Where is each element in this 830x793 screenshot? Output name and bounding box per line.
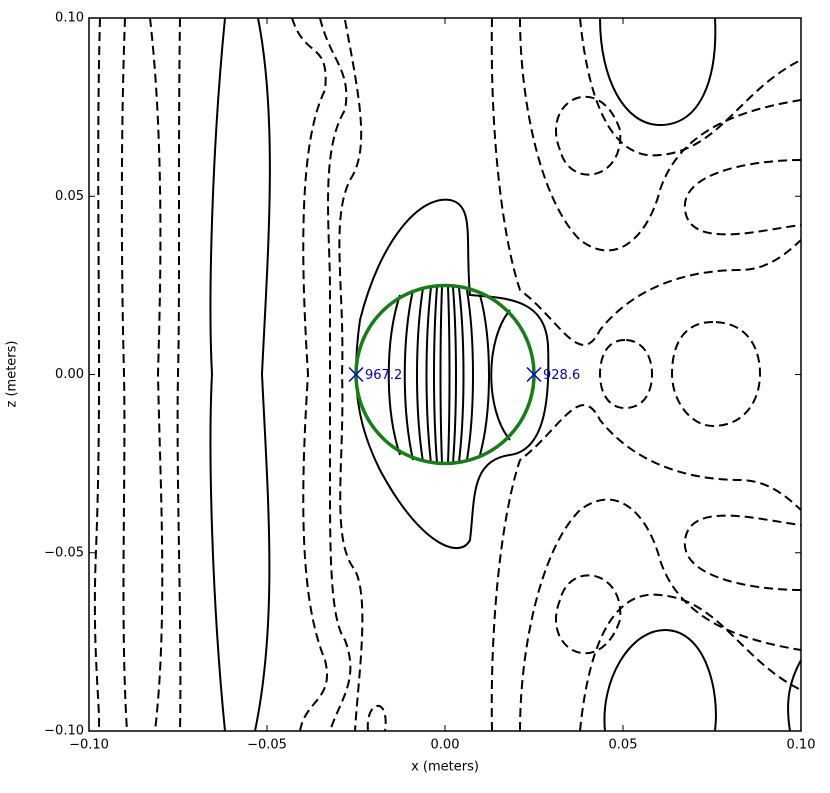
contour-line	[447, 286, 451, 464]
contour-line	[433, 286, 438, 464]
y-axis-label: z (meters)	[5, 341, 20, 408]
contour-line	[254, 18, 271, 731]
point-marker	[348, 366, 364, 383]
contours	[93, 18, 801, 731]
contour-line	[319, 18, 352, 731]
y-tick-label: 0.10	[55, 11, 84, 26]
contour-line	[490, 309, 511, 441]
contour-line	[490, 18, 801, 346]
contour-line	[466, 289, 474, 461]
contour-line	[149, 18, 164, 731]
contour-line	[452, 286, 457, 464]
y-tick-label: 0.00	[55, 367, 84, 382]
contour-line	[683, 514, 801, 591]
contour-line	[599, 18, 717, 127]
contour-line	[787, 659, 801, 731]
contour-line	[579, 18, 801, 157]
point-label: 928.6	[543, 368, 580, 383]
y-tick-label: −0.05	[44, 545, 84, 560]
contour-line	[338, 19, 364, 731]
contour-line	[425, 286, 432, 464]
point-marker	[526, 366, 542, 383]
contour-line	[554, 574, 622, 655]
x-tick-label: 0.00	[431, 738, 460, 753]
x-tick-label: −0.05	[247, 738, 287, 753]
plot-frame	[88, 17, 802, 732]
contour-line	[387, 294, 401, 456]
x-tick-label: 0.10	[787, 738, 816, 753]
contour-line	[479, 294, 490, 456]
contour-line	[416, 287, 424, 463]
x-tick-label: 0.05	[609, 738, 638, 753]
contour-line	[458, 287, 465, 463]
contour-line	[490, 404, 801, 731]
contour-line	[209, 18, 226, 731]
y-tick-label: 0.05	[55, 189, 84, 204]
contour-line	[93, 18, 101, 731]
contour-line	[176, 18, 182, 731]
contour-line	[579, 593, 801, 731]
contour-line	[683, 159, 801, 236]
contour-line	[519, 498, 801, 731]
y-tick-label: −0.10	[44, 724, 84, 739]
contour-line	[519, 18, 801, 252]
contour-line	[670, 320, 762, 428]
contour-line	[554, 95, 622, 176]
contour-line	[291, 18, 328, 731]
contour-line	[366, 704, 387, 731]
contour-line	[603, 628, 717, 731]
contour-line	[120, 18, 128, 731]
x-axis-label: x (meters)	[411, 760, 479, 775]
contour-line	[598, 338, 654, 410]
x-tick-label: −0.10	[69, 738, 109, 753]
contour-line	[403, 289, 414, 461]
contour-line	[439, 286, 443, 464]
contour-line	[355, 198, 550, 549]
point-label: 967.2	[365, 368, 402, 383]
